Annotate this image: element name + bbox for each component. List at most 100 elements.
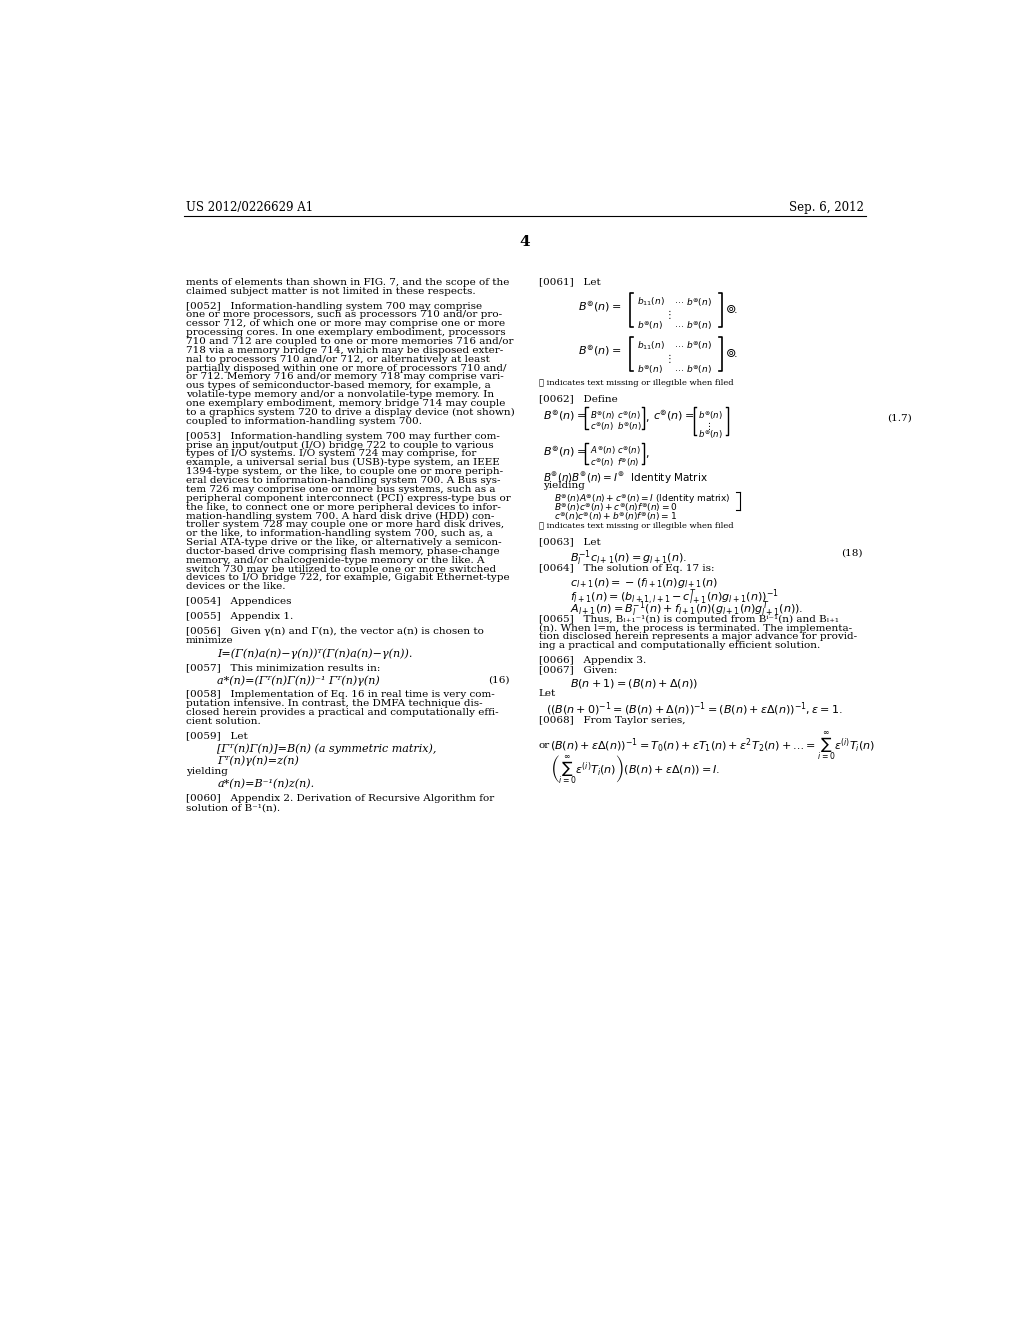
Text: troller system 728 may couple one or more hard disk drives,: troller system 728 may couple one or mor… xyxy=(186,520,504,529)
Text: Let: Let xyxy=(539,689,556,698)
Text: tem 726 may comprise one or more bus systems, such as a: tem 726 may comprise one or more bus sys… xyxy=(186,484,496,494)
Text: [0059]   Let: [0059] Let xyxy=(186,731,248,741)
Text: Sep. 6, 2012: Sep. 6, 2012 xyxy=(790,201,864,214)
Text: $(B(n)+\varepsilon\Delta(n))^{-1} = T_0(n) + \varepsilon T_1(n) + \varepsilon^2 : $(B(n)+\varepsilon\Delta(n))^{-1} = T_0(… xyxy=(550,730,876,763)
Text: $\vdots$: $\vdots$ xyxy=(665,352,672,366)
Text: memory, and/or chalcogenide-type memory or the like. A: memory, and/or chalcogenide-type memory … xyxy=(186,556,484,565)
Text: $\ldots$: $\ldots$ xyxy=(674,296,683,305)
Text: $c^{\circledcirc}(n)$: $c^{\circledcirc}(n)$ xyxy=(617,409,641,421)
Text: types of I/O systems. I/O system 724 may comprise, for: types of I/O systems. I/O system 724 may… xyxy=(186,449,476,458)
Text: volatile-type memory and/or a nonvolatile-type memory. In: volatile-type memory and/or a nonvolatil… xyxy=(186,391,495,399)
Text: Serial ATA-type drive or the like, or alternatively a semicon-: Serial ATA-type drive or the like, or al… xyxy=(186,539,502,546)
Text: [0062]   Define: [0062] Define xyxy=(539,395,617,403)
Text: .: . xyxy=(734,348,737,359)
Text: to a graphics system 720 to drive a display device (not shown): to a graphics system 720 to drive a disp… xyxy=(186,408,515,417)
Text: ing a practical and computationally efficient solution.: ing a practical and computationally effi… xyxy=(539,642,820,651)
Text: $f^{\circledcirc}(n)$: $f^{\circledcirc}(n)$ xyxy=(617,455,639,469)
Text: $B_l^{-1}c_{l+1}(n)=g_{l+1}(n).$: $B_l^{-1}c_{l+1}(n)=g_{l+1}(n).$ xyxy=(569,549,686,569)
Text: $c^{\circledcirc}(n)$: $c^{\circledcirc}(n)$ xyxy=(590,421,613,433)
Text: one exemplary embodiment, memory bridge 714 may couple: one exemplary embodiment, memory bridge … xyxy=(186,399,506,408)
Text: $c^{\circledcirc}(n)=$: $c^{\circledcirc}(n)=$ xyxy=(653,409,695,424)
Text: devices to I/O bridge 722, for example, Gigabit Ethernet-type: devices to I/O bridge 722, for example, … xyxy=(186,573,510,582)
Text: Ⓞ indicates text missing or illegible when filed: Ⓞ indicates text missing or illegible wh… xyxy=(539,379,733,387)
Text: prise an input/output (I/O) bridge 722 to couple to various: prise an input/output (I/O) bridge 722 t… xyxy=(186,441,494,450)
Text: tion disclosed herein represents a major advance for provid-: tion disclosed herein represents a major… xyxy=(539,632,857,642)
Text: ductor-based drive comprising flash memory, phase-change: ductor-based drive comprising flash memo… xyxy=(186,546,500,556)
Text: $b^{\circledcirc}(n)$: $b^{\circledcirc}(n)$ xyxy=(698,428,723,441)
Text: $b^{\circledcirc}(n)$: $b^{\circledcirc}(n)$ xyxy=(686,339,712,352)
Text: ments of elements than shown in FIG. 7, and the scope of the: ments of elements than shown in FIG. 7, … xyxy=(186,277,510,286)
Text: $\ldots$: $\ldots$ xyxy=(674,363,683,372)
Text: $b_{11}(n)$: $b_{11}(n)$ xyxy=(637,339,666,352)
Text: $B^{\circledcirc}(n)$: $B^{\circledcirc}(n)$ xyxy=(590,409,615,421)
Text: $B^{\circledcirc}(n)B^{\circledcirc}(n) = I^{\circledcirc}$  Identity Matrix: $B^{\circledcirc}(n)B^{\circledcirc}(n) … xyxy=(543,471,708,486)
Text: [0068]   From Taylor series,: [0068] From Taylor series, xyxy=(539,715,685,725)
Text: cessor 712, of which one or more may comprise one or more: cessor 712, of which one or more may com… xyxy=(186,319,505,329)
Text: $b^{\circledcirc}(n)$: $b^{\circledcirc}(n)$ xyxy=(698,409,723,421)
Text: $B^{\circledcirc}(n)c^{\circledcirc}(n) + c^{\circledcirc}(n)f^{\circledcirc}(n): $B^{\circledcirc}(n)c^{\circledcirc}(n) … xyxy=(554,502,678,513)
Text: I=(Γ(n)a(n)−γ(n))ᵀ(Γ(n)a(n)−γ(n)).: I=(Γ(n)a(n)−γ(n))ᵀ(Γ(n)a(n)−γ(n)). xyxy=(217,648,413,659)
Text: yielding: yielding xyxy=(543,480,585,490)
Text: ,: , xyxy=(646,449,649,458)
Text: mation-handling system 700. A hard disk drive (HDD) con-: mation-handling system 700. A hard disk … xyxy=(186,511,495,520)
Text: $B^{\circledcirc}(n)=$: $B^{\circledcirc}(n)=$ xyxy=(543,409,586,424)
Text: peripheral component interconnect (PCI) express-type bus or: peripheral component interconnect (PCI) … xyxy=(186,494,511,503)
Text: $\ldots$: $\ldots$ xyxy=(674,319,683,329)
Text: [0061]   Let: [0061] Let xyxy=(539,277,600,286)
Text: $b^{\circledcirc}(n)$: $b^{\circledcirc}(n)$ xyxy=(617,421,642,433)
Text: [Γᵀ(n)Γ(n)]=B(n) (a symmetric matrix),: [Γᵀ(n)Γ(n)]=B(n) (a symmetric matrix), xyxy=(217,743,436,754)
Text: 718 via a memory bridge 714, which may be disposed exter-: 718 via a memory bridge 714, which may b… xyxy=(186,346,504,355)
Text: [0053]   Information-handling system 700 may further com-: [0053] Information-handling system 700 m… xyxy=(186,432,500,441)
Text: ous types of semiconductor-based memory, for example, a: ous types of semiconductor-based memory,… xyxy=(186,381,490,391)
Text: Ⓞ indicates text missing or illegible when filed: Ⓞ indicates text missing or illegible wh… xyxy=(539,521,733,529)
Text: eral devices to information-handling system 700. A Bus sys-: eral devices to information-handling sys… xyxy=(186,477,501,484)
Text: $\ldots$: $\ldots$ xyxy=(674,339,683,348)
Text: $((B(n+0)^{-1}=(B(n)+\Delta(n))^{-1}=(B(n)+\varepsilon\Delta(n))^{-1}, \varepsil: $((B(n+0)^{-1}=(B(n)+\Delta(n))^{-1}=(B(… xyxy=(547,701,843,718)
Text: partially disposed within one or more of processors 710 and/: partially disposed within one or more of… xyxy=(186,363,507,372)
Text: a*(n)=(Γᵀ(n)Γ(n))⁻¹ Γᵀ(n)γ(n): a*(n)=(Γᵀ(n)Γ(n))⁻¹ Γᵀ(n)γ(n) xyxy=(217,675,380,685)
Text: (1.7): (1.7) xyxy=(888,413,912,422)
Text: (n). When l=m, the process is terminated. The implementa-: (n). When l=m, the process is terminated… xyxy=(539,623,852,632)
Text: or the like, to information-handling system 700, such as, a: or the like, to information-handling sys… xyxy=(186,529,493,539)
Text: claimed subject matter is not limited in these respects.: claimed subject matter is not limited in… xyxy=(186,286,476,296)
Text: [0064]   The solution of Eq. 17 is:: [0064] The solution of Eq. 17 is: xyxy=(539,564,715,573)
Text: processing cores. In one exemplary embodiment, processors: processing cores. In one exemplary embod… xyxy=(186,329,506,337)
Text: $b^{\circledcirc}(n)$: $b^{\circledcirc}(n)$ xyxy=(686,296,712,309)
Text: $c^{\circledcirc}(n)c^{\circledcirc}(n) + b^{\circledcirc}(n)f^{\circledcirc}(n): $c^{\circledcirc}(n)c^{\circledcirc}(n) … xyxy=(554,510,677,523)
Text: solution of B⁻¹(n).: solution of B⁻¹(n). xyxy=(186,804,281,812)
Text: $c^{\circledcirc}(n)$: $c^{\circledcirc}(n)$ xyxy=(590,455,613,469)
Text: [0054]   Appendices: [0054] Appendices xyxy=(186,598,292,606)
Text: [0057]   This minimization results in:: [0057] This minimization results in: xyxy=(186,663,381,672)
Text: $b_{11}(n)$: $b_{11}(n)$ xyxy=(637,296,666,309)
Text: the like, to connect one or more peripheral devices to infor-: the like, to connect one or more periphe… xyxy=(186,503,501,512)
Text: $b^{\circledcirc}(n)$: $b^{\circledcirc}(n)$ xyxy=(637,363,664,376)
Text: (16): (16) xyxy=(488,675,510,684)
Text: switch 730 may be utilized to couple one or more switched: switch 730 may be utilized to couple one… xyxy=(186,565,497,574)
Text: $b^{\circledcirc}(n)$: $b^{\circledcirc}(n)$ xyxy=(686,319,712,333)
Text: cient solution.: cient solution. xyxy=(186,717,261,726)
Text: one or more processors, such as processors 710 and/or pro-: one or more processors, such as processo… xyxy=(186,310,502,319)
Text: $\left(\sum_{i=0}^{\infty} \varepsilon^{(i)} T_i(n)\right)(B(n)+\varepsilon\Delt: $\left(\sum_{i=0}^{\infty} \varepsilon^{… xyxy=(550,754,721,787)
Text: minimize: minimize xyxy=(186,636,233,645)
Text: $B^{\circledcirc}(n) =$: $B^{\circledcirc}(n) =$ xyxy=(578,300,621,314)
Text: [0060]   Appendix 2. Derivation of Recursive Algorithm for: [0060] Appendix 2. Derivation of Recursi… xyxy=(186,795,495,804)
Text: $B^{\circledcirc}(n)=$: $B^{\circledcirc}(n)=$ xyxy=(543,444,586,459)
Text: [0056]   Given γ(n) and Γ(n), the vector a(n) is chosen to: [0056] Given γ(n) and Γ(n), the vector a… xyxy=(186,627,484,636)
Text: $\circledcirc$: $\circledcirc$ xyxy=(725,304,736,317)
Text: $\circledcirc$: $\circledcirc$ xyxy=(725,347,736,360)
Text: example, a universal serial bus (USB)-type system, an IEEE: example, a universal serial bus (USB)-ty… xyxy=(186,458,500,467)
Text: closed herein provides a practical and computationally effi-: closed herein provides a practical and c… xyxy=(186,708,499,717)
Text: devices or the like.: devices or the like. xyxy=(186,582,286,591)
Text: [0063]   Let: [0063] Let xyxy=(539,537,600,546)
Text: [0058]   Implementation of Eq. 16 in real time is very com-: [0058] Implementation of Eq. 16 in real … xyxy=(186,690,495,700)
Text: Γᵀ(n)γ(n)=z(n): Γᵀ(n)γ(n)=z(n) xyxy=(217,755,299,766)
Text: $b^{\circledcirc}(n)$: $b^{\circledcirc}(n)$ xyxy=(637,319,664,333)
Text: ,: , xyxy=(646,413,649,424)
Text: US 2012/0226629 A1: US 2012/0226629 A1 xyxy=(186,201,313,214)
Text: $B^{\circledcirc}(n) =$: $B^{\circledcirc}(n) =$ xyxy=(578,343,621,358)
Text: 1394-type system, or the like, to couple one or more periph-: 1394-type system, or the like, to couple… xyxy=(186,467,503,477)
Text: putation intensive. In contrast, the DMFA technique dis-: putation intensive. In contrast, the DMF… xyxy=(186,700,482,708)
Text: $A_{l+1}(n)=B_l^{-1}(n)+f_{l+1}(n)(g_{l+1}(n)g_{l+1}^T(n)).$: $A_{l+1}(n)=B_l^{-1}(n)+f_{l+1}(n)(g_{l+… xyxy=(569,599,803,619)
Text: yielding: yielding xyxy=(186,767,228,776)
Text: .: . xyxy=(734,305,737,314)
